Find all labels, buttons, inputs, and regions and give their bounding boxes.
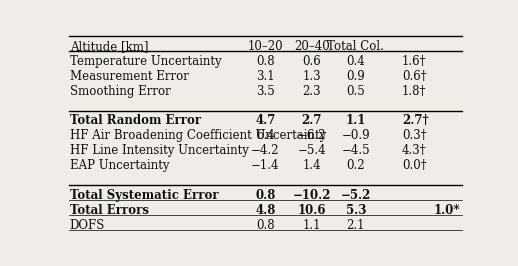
Text: Altitude [km]: Altitude [km] (69, 40, 148, 53)
Text: 0.5: 0.5 (347, 85, 365, 98)
Text: 1.1: 1.1 (303, 219, 321, 232)
Text: 0.8: 0.8 (256, 55, 275, 68)
Text: Total Systematic Error: Total Systematic Error (69, 189, 218, 202)
Text: Measurement Error: Measurement Error (69, 70, 189, 83)
Text: 4.7: 4.7 (255, 114, 276, 127)
Text: −4.5: −4.5 (341, 144, 370, 157)
Text: −5.2: −5.2 (341, 189, 371, 202)
Text: Total Col.: Total Col. (327, 40, 384, 53)
Text: 2.1: 2.1 (347, 219, 365, 232)
Text: 1.8†: 1.8† (402, 85, 426, 98)
Text: 1.0*: 1.0* (434, 204, 460, 217)
Text: 0.0†: 0.0† (402, 159, 427, 172)
Text: 0.3†: 0.3† (402, 129, 427, 142)
Text: 6.4: 6.4 (256, 129, 275, 142)
Text: Total Errors: Total Errors (69, 204, 149, 217)
Text: 0.6: 0.6 (303, 55, 321, 68)
Text: Temperature Uncertainty: Temperature Uncertainty (69, 55, 221, 68)
Text: −10.2: −10.2 (292, 189, 331, 202)
Text: 10–20: 10–20 (248, 40, 283, 53)
Text: 0.2: 0.2 (347, 159, 365, 172)
Text: HF Air Broadening Coefficient Uncertainty: HF Air Broadening Coefficient Uncertaint… (69, 129, 326, 142)
Text: −1.4: −1.4 (251, 159, 280, 172)
Text: 0.8: 0.8 (255, 189, 276, 202)
Text: −5.4: −5.4 (297, 144, 326, 157)
Text: 20–40: 20–40 (294, 40, 329, 53)
Text: EAP Uncertainty: EAP Uncertainty (69, 159, 169, 172)
Text: −0.9: −0.9 (341, 129, 370, 142)
Text: 2.7: 2.7 (301, 114, 322, 127)
Text: 1.4: 1.4 (303, 159, 321, 172)
Text: 4.8: 4.8 (255, 204, 276, 217)
Text: 1.1: 1.1 (346, 114, 366, 127)
Text: 1.3: 1.3 (303, 70, 321, 83)
Text: HF Line Intensity Uncertainty: HF Line Intensity Uncertainty (69, 144, 249, 157)
Text: 0.4: 0.4 (347, 55, 365, 68)
Text: 5.3: 5.3 (346, 204, 366, 217)
Text: 2.3: 2.3 (303, 85, 321, 98)
Text: 0.6†: 0.6† (402, 70, 427, 83)
Text: −6.2: −6.2 (297, 129, 326, 142)
Text: Smoothing Error: Smoothing Error (69, 85, 170, 98)
Text: 2.7†: 2.7† (402, 114, 428, 127)
Text: −4.2: −4.2 (251, 144, 280, 157)
Text: 4.3†: 4.3† (402, 144, 427, 157)
Text: 3.1: 3.1 (256, 70, 275, 83)
Text: 0.8: 0.8 (256, 219, 275, 232)
Text: 10.6: 10.6 (297, 204, 326, 217)
Text: 0.9: 0.9 (347, 70, 365, 83)
Text: Total Random Error: Total Random Error (69, 114, 200, 127)
Text: 1.6†: 1.6† (402, 55, 426, 68)
Text: 3.5: 3.5 (256, 85, 275, 98)
Text: DOFS: DOFS (69, 219, 105, 232)
